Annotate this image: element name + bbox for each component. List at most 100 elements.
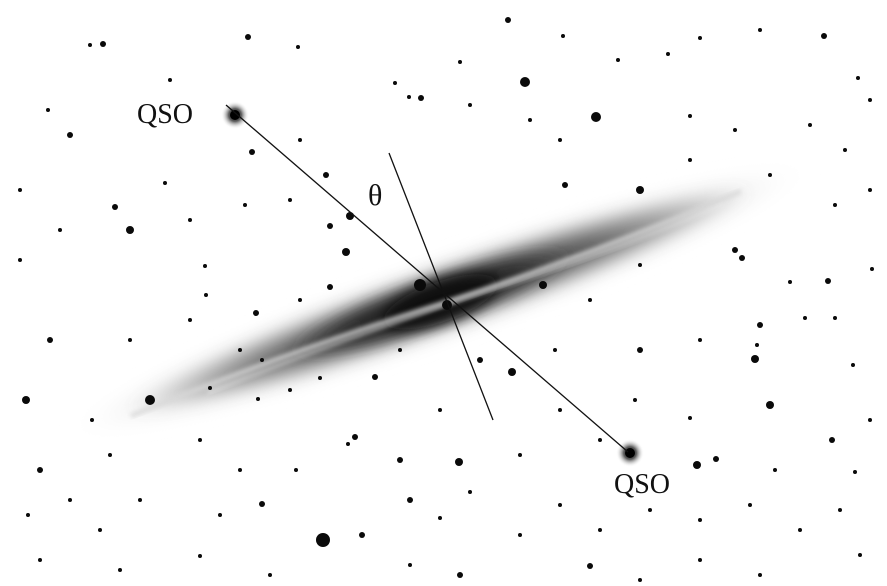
star bbox=[616, 58, 620, 62]
star bbox=[588, 298, 592, 302]
minor-axis-line bbox=[388, 152, 494, 421]
star bbox=[868, 418, 872, 422]
star bbox=[238, 468, 242, 472]
star bbox=[758, 573, 762, 577]
star bbox=[739, 255, 745, 261]
star bbox=[637, 347, 643, 353]
star bbox=[22, 396, 30, 404]
star bbox=[90, 418, 94, 422]
star bbox=[37, 467, 43, 473]
star bbox=[393, 81, 397, 85]
star bbox=[773, 468, 777, 472]
star bbox=[698, 36, 702, 40]
star bbox=[518, 533, 522, 537]
star bbox=[128, 338, 132, 342]
star bbox=[468, 103, 472, 107]
star bbox=[868, 98, 872, 102]
star bbox=[698, 338, 702, 342]
star bbox=[455, 458, 463, 466]
star bbox=[748, 503, 752, 507]
qso-top-label: QSO bbox=[137, 99, 194, 130]
star bbox=[829, 437, 835, 443]
star bbox=[558, 408, 562, 412]
star bbox=[245, 34, 251, 40]
star bbox=[318, 376, 322, 380]
star bbox=[505, 17, 511, 23]
star bbox=[457, 572, 463, 578]
star bbox=[693, 461, 701, 469]
star bbox=[407, 95, 411, 99]
star bbox=[398, 348, 402, 352]
star bbox=[260, 358, 264, 362]
star bbox=[698, 558, 702, 562]
star bbox=[843, 148, 847, 152]
star bbox=[468, 490, 472, 494]
star bbox=[168, 78, 172, 82]
star bbox=[477, 357, 483, 363]
star bbox=[803, 316, 807, 320]
star bbox=[372, 374, 378, 380]
star bbox=[768, 173, 772, 177]
star bbox=[833, 316, 837, 320]
star bbox=[58, 228, 62, 232]
star bbox=[755, 343, 759, 347]
star bbox=[638, 578, 642, 582]
star bbox=[408, 563, 412, 567]
star bbox=[18, 188, 22, 192]
star bbox=[26, 513, 30, 517]
star bbox=[788, 280, 792, 284]
star bbox=[298, 298, 302, 302]
star bbox=[698, 518, 702, 522]
star bbox=[638, 263, 642, 267]
star bbox=[198, 554, 202, 558]
star bbox=[259, 501, 265, 507]
star bbox=[418, 95, 424, 101]
star bbox=[296, 45, 300, 49]
star bbox=[218, 513, 222, 517]
star bbox=[238, 348, 242, 352]
star bbox=[163, 181, 167, 185]
star bbox=[327, 223, 333, 229]
star bbox=[188, 218, 192, 222]
star bbox=[294, 468, 298, 472]
star bbox=[352, 434, 358, 440]
star bbox=[587, 563, 593, 569]
star bbox=[414, 279, 426, 291]
star bbox=[323, 172, 329, 178]
star bbox=[821, 33, 827, 39]
star bbox=[633, 398, 637, 402]
star bbox=[288, 388, 292, 392]
star bbox=[68, 498, 72, 502]
star bbox=[112, 204, 118, 210]
star bbox=[757, 322, 763, 328]
star bbox=[346, 212, 354, 220]
star bbox=[342, 248, 350, 256]
star bbox=[733, 128, 737, 132]
star bbox=[198, 438, 202, 442]
star bbox=[758, 28, 762, 32]
star bbox=[518, 453, 522, 457]
star bbox=[359, 532, 365, 538]
star bbox=[598, 528, 602, 532]
qso-connecting-line bbox=[225, 104, 629, 453]
star bbox=[856, 76, 860, 80]
star bbox=[528, 118, 532, 122]
star bbox=[870, 267, 874, 271]
qso-bottom-label: QSO bbox=[614, 469, 671, 500]
star bbox=[558, 138, 562, 142]
star bbox=[145, 395, 155, 405]
star bbox=[88, 43, 92, 47]
star bbox=[598, 438, 602, 442]
star bbox=[256, 397, 260, 401]
star bbox=[18, 258, 22, 262]
star bbox=[98, 528, 102, 532]
star bbox=[688, 158, 692, 162]
star bbox=[648, 508, 652, 512]
theta-angle-label: θ bbox=[368, 179, 383, 212]
star bbox=[591, 112, 601, 122]
star bbox=[851, 363, 855, 367]
star bbox=[188, 318, 192, 322]
star bbox=[553, 348, 557, 352]
star bbox=[808, 123, 812, 127]
